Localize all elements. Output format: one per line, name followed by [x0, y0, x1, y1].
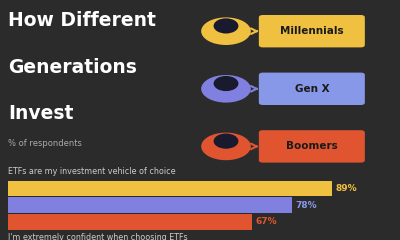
Text: Gen X: Gen X	[294, 84, 329, 94]
Text: 89%: 89%	[335, 184, 357, 193]
Text: 67%: 67%	[255, 217, 277, 227]
FancyBboxPatch shape	[259, 72, 365, 105]
FancyBboxPatch shape	[8, 197, 292, 213]
Text: 78%: 78%	[295, 201, 317, 210]
Text: Boomers: Boomers	[286, 141, 338, 151]
Ellipse shape	[201, 17, 251, 45]
Ellipse shape	[201, 75, 251, 103]
Text: Millennials: Millennials	[280, 26, 344, 36]
FancyBboxPatch shape	[8, 180, 332, 196]
Text: % of respondents: % of respondents	[8, 139, 82, 148]
Ellipse shape	[214, 76, 238, 91]
Text: I'm extremely confident when choosing ETFs: I'm extremely confident when choosing ET…	[8, 233, 188, 240]
Text: Invest: Invest	[8, 104, 73, 123]
Text: How Different: How Different	[8, 11, 156, 30]
FancyBboxPatch shape	[259, 15, 365, 48]
Text: Generations: Generations	[8, 58, 137, 77]
Ellipse shape	[214, 133, 238, 149]
Ellipse shape	[201, 132, 251, 160]
FancyBboxPatch shape	[8, 214, 252, 230]
Text: ETFs are my investment vehicle of choice: ETFs are my investment vehicle of choice	[8, 167, 176, 176]
Ellipse shape	[214, 18, 238, 34]
FancyBboxPatch shape	[259, 130, 365, 163]
